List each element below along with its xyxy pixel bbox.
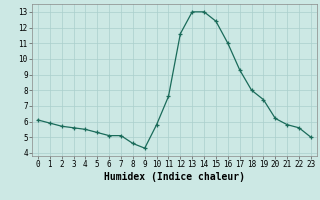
X-axis label: Humidex (Indice chaleur): Humidex (Indice chaleur) bbox=[104, 172, 245, 182]
